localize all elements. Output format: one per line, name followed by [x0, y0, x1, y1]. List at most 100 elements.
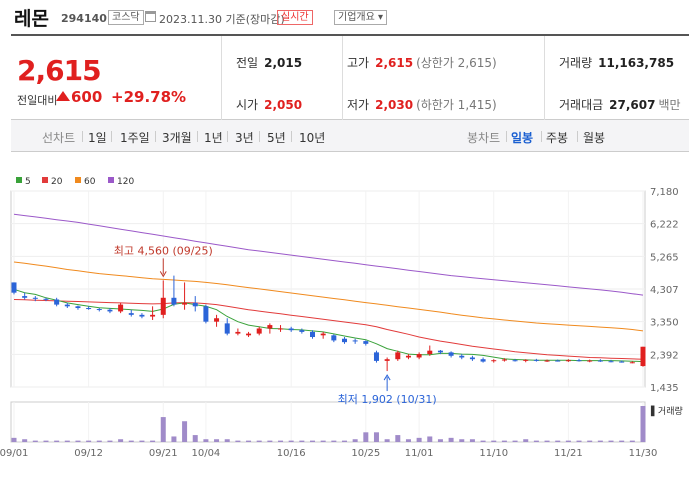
candle — [11, 282, 17, 293]
company-info-button[interactable]: 기업개요 ▾ — [334, 10, 387, 25]
x-tick-label: 10/04 — [191, 448, 220, 459]
candle — [160, 297, 166, 315]
candle — [523, 359, 529, 361]
volume-bar — [246, 440, 252, 442]
candle — [86, 308, 92, 310]
tab-1w[interactable]: 1주일 — [120, 131, 150, 145]
volume-bar — [310, 440, 316, 442]
candle — [267, 325, 273, 329]
tab-weekly[interactable]: 주봉 — [546, 131, 569, 145]
volume-bar — [288, 440, 294, 442]
market-badge: 코스닥 — [108, 10, 144, 25]
low-annotation: 최저 1,902 (10/31) — [338, 393, 437, 406]
y-tick-label: 7,180 — [650, 187, 679, 198]
volume-bar — [75, 440, 81, 442]
tab-monthly[interactable]: 월봉 — [583, 131, 606, 145]
realtime-button[interactable]: 실시간 — [277, 10, 313, 25]
volume-bar — [587, 440, 593, 442]
prev-close: 전일 2,015 — [236, 56, 303, 70]
candle — [331, 335, 337, 341]
volume-bar — [501, 440, 507, 442]
volume-bar — [395, 435, 401, 442]
divider — [342, 36, 343, 120]
volume-bar — [150, 440, 156, 442]
x-tick-label: 09/21 — [149, 448, 178, 459]
candle — [352, 340, 358, 342]
low-price: 저가 2,030 (하한가 1,415) — [347, 98, 497, 112]
ma60-line — [13, 261, 644, 332]
volume-bar — [459, 439, 465, 442]
candle — [171, 297, 177, 305]
candle — [107, 309, 113, 312]
tab-3m[interactable]: 3개월 — [162, 131, 192, 145]
legend-item: 20 — [51, 177, 63, 187]
candle — [587, 360, 593, 362]
volume-bar — [128, 440, 134, 442]
volume-bar — [629, 440, 635, 442]
candle — [373, 352, 379, 361]
x-tick-label: 11/30 — [629, 448, 658, 459]
volume-bar — [352, 439, 358, 442]
tab-daily[interactable]: 일봉 — [511, 131, 534, 145]
candle — [43, 298, 49, 300]
candle — [341, 338, 347, 343]
candle — [192, 302, 198, 307]
candle — [469, 357, 475, 360]
y-tick-label: 1,435 — [650, 383, 679, 394]
volume-bar — [43, 440, 49, 442]
volume-bar — [544, 440, 550, 442]
ma120-line — [13, 213, 644, 296]
legend-swatch — [42, 177, 48, 183]
volume-bar — [22, 439, 28, 442]
candle — [299, 330, 305, 332]
candle — [320, 333, 326, 336]
candle — [416, 354, 422, 358]
stock-chart[interactable]: 1,435 2,392 3,350 4,307 5,265 6,222 7,180 09/01… — [0, 152, 700, 477]
volume-bar — [491, 440, 497, 442]
candle — [459, 355, 465, 358]
stock-code: 294140 — [61, 12, 107, 25]
volume-bar — [576, 440, 582, 442]
legend-item: 120 — [117, 177, 134, 187]
candle — [246, 333, 252, 336]
low-arrow — [383, 374, 391, 381]
tab-3y[interactable]: 3년 — [235, 131, 254, 145]
volume-bar — [373, 432, 379, 442]
tab-10y[interactable]: 10년 — [299, 131, 326, 145]
candle — [608, 361, 614, 363]
volume-bar — [96, 440, 102, 442]
volume-bar — [11, 437, 17, 442]
volume-bar — [437, 439, 443, 442]
volume-bar — [64, 440, 70, 442]
change-percent: +29.78% — [111, 88, 187, 106]
candle — [150, 314, 156, 317]
candle — [533, 359, 539, 361]
volume-bar — [278, 440, 284, 442]
stock-header: 레몬 294140 코스닥 2023.11.30 기준(장마감) 실시간 기업개… — [0, 0, 700, 34]
candle — [32, 297, 38, 299]
volume-bar — [235, 440, 241, 442]
x-tick-label: 11/21 — [554, 448, 583, 459]
tab-5y[interactable]: 5년 — [267, 131, 286, 145]
legend-item: 60 — [84, 177, 96, 187]
volume-bar — [469, 439, 475, 442]
candle — [619, 361, 625, 363]
candle — [427, 350, 433, 355]
up-arrow-icon — [56, 91, 70, 101]
volume-bar — [533, 440, 539, 442]
volume-bar — [341, 440, 347, 442]
volume-bar — [363, 432, 369, 442]
stock-name: 레몬 — [14, 8, 49, 30]
volume-panel — [10, 401, 646, 443]
tab-1y[interactable]: 1년 — [204, 131, 223, 145]
line-chart-label: 선차트 — [42, 131, 76, 145]
high-price: 고가 2,615 (상한가 2,615) — [347, 56, 497, 70]
candle — [448, 352, 454, 356]
volume-bar — [619, 440, 625, 442]
tab-1d[interactable]: 1일 — [88, 131, 107, 145]
volume-bar — [565, 440, 571, 442]
candle — [96, 309, 102, 311]
x-tick-label: 10/16 — [277, 448, 306, 459]
y-tick-label: 3,350 — [650, 318, 679, 329]
x-tick-label: 11/10 — [479, 448, 508, 459]
